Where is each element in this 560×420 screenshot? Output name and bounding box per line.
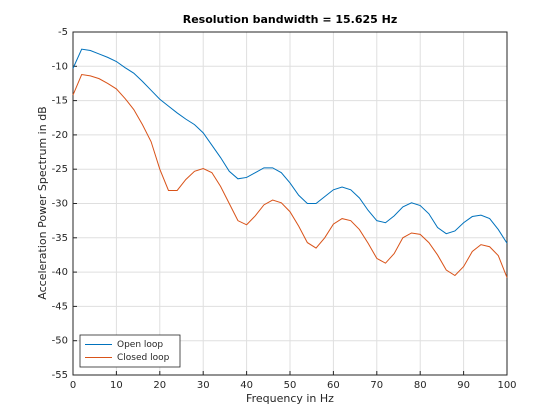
- legend-label: Closed loop: [117, 353, 170, 363]
- y-tick-label: -5: [58, 27, 68, 38]
- line-series: [72, 48, 508, 244]
- x-tick-label: 0: [70, 380, 76, 391]
- x-axis-label: Frequency in Hz: [246, 392, 334, 405]
- axes-box: [72, 31, 508, 376]
- x-tick-label: 80: [414, 380, 427, 391]
- y-tick-label: -55: [52, 370, 68, 381]
- x-tick-label: 30: [197, 380, 210, 391]
- x-tick-label: 100: [497, 380, 516, 391]
- y-axis-label: Acceleration Power Spectrum in dB: [36, 106, 49, 299]
- x-tick-label: 60: [327, 380, 340, 391]
- x-tick-label: 20: [153, 380, 166, 391]
- y-tick-label: -35: [52, 233, 68, 244]
- y-tick-label: -45: [52, 301, 68, 312]
- y-tick-label: -30: [52, 199, 68, 210]
- x-tick-label: 40: [240, 380, 253, 391]
- x-tick-label: 10: [110, 380, 123, 391]
- y-tick-label: -15: [52, 96, 68, 107]
- y-tick-label: -25: [52, 164, 68, 175]
- y-tick-label: -50: [52, 336, 68, 347]
- y-tick-label: -20: [52, 130, 68, 141]
- line-series: [72, 73, 508, 278]
- y-tick-label: -10: [52, 61, 68, 72]
- y-tick-label: -40: [52, 267, 68, 278]
- legend-box: [79, 334, 181, 368]
- x-tick-label: 50: [284, 380, 297, 391]
- x-tick-label: 90: [457, 380, 470, 391]
- chart-title: Resolution bandwidth = 15.625 Hz: [183, 13, 398, 26]
- x-tick-label: 70: [370, 380, 383, 391]
- legend-label: Open loop: [117, 340, 163, 350]
